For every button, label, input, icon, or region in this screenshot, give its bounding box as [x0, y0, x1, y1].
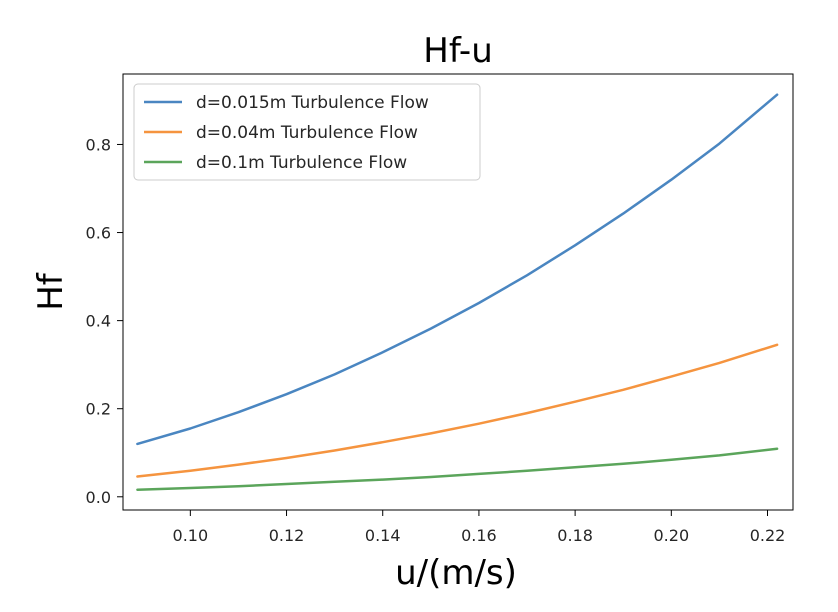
y-tick-label: 0.2 — [86, 400, 111, 419]
x-tick-label: 0.16 — [461, 526, 497, 545]
series-line-1 — [136, 93, 779, 446]
legend: d=0.015m Turbulence Flow d=0.04m Turbulen… — [133, 83, 481, 181]
ticks-layer: 0.10 0.12 0.14 0.16 0.18 0.20 0.22 0.0 0.2 0.4 0.6… — [86, 135, 786, 545]
y-tick-label: 0.0 — [86, 488, 111, 507]
legend-label: d=0.04m Turbulence Flow — [196, 123, 418, 143]
x-tick-label: 0.14 — [365, 526, 401, 545]
y-tick-label: 0.6 — [86, 224, 111, 243]
x-axis-label: u/(m/s) — [395, 553, 517, 593]
series-line-3 — [136, 447, 779, 491]
x-tick-label: 0.22 — [750, 526, 786, 545]
chart-title: Hf-u — [423, 31, 493, 71]
x-tick-label: 0.12 — [269, 526, 305, 545]
lines-layer — [136, 93, 779, 491]
x-tick-label: 0.20 — [654, 526, 690, 545]
series-line-2 — [136, 343, 779, 478]
y-tick-label: 0.8 — [86, 135, 111, 154]
legend-label: d=0.015m Turbulence Flow — [196, 93, 429, 113]
y-tick-label: 0.4 — [86, 312, 111, 331]
x-tick-label: 0.10 — [173, 526, 209, 545]
plot-area-frame — [122, 73, 794, 511]
legend-box — [133, 83, 481, 181]
x-tick-label: 0.18 — [557, 526, 593, 545]
y-axis-label: Hf — [31, 272, 71, 311]
legend-label: d=0.1m Turbulence Flow — [196, 153, 407, 173]
